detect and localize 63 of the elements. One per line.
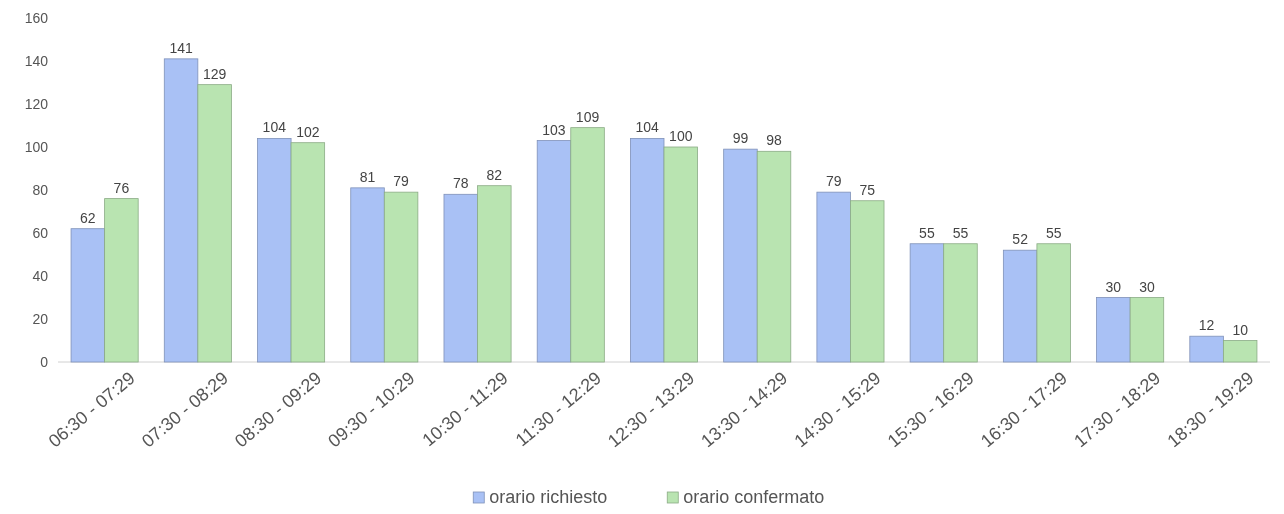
bar: [1036, 243, 1071, 363]
y-tick-label: 0: [40, 354, 49, 370]
y-tick-label: 80: [32, 182, 49, 198]
bar: [383, 191, 419, 363]
bar: [443, 193, 478, 363]
bar: [257, 138, 292, 363]
data-label: 30: [1139, 278, 1155, 295]
bar: [663, 146, 698, 363]
bar: [70, 228, 106, 363]
bar: [1129, 297, 1165, 363]
bar: [350, 187, 385, 363]
bar: [850, 200, 885, 363]
bar: [723, 148, 758, 363]
legend-label: orario richiesto: [489, 487, 608, 507]
data-label: 104: [262, 119, 287, 136]
data-label: 76: [113, 179, 130, 196]
bar: [1002, 249, 1038, 363]
bar: [756, 150, 792, 363]
bar: [570, 127, 605, 363]
data-label: 55: [919, 224, 935, 241]
data-label: 141: [169, 39, 193, 56]
data-label: 62: [80, 209, 96, 226]
data-label: 30: [1105, 278, 1122, 295]
y-tick-label: 20: [32, 311, 49, 327]
bar: [104, 198, 139, 363]
y-tick-label: 40: [32, 268, 49, 284]
data-label: 99: [732, 130, 749, 147]
bar: [816, 191, 851, 363]
data-label: 75: [859, 181, 876, 198]
data-label: 78: [452, 175, 469, 192]
bar: [1222, 340, 1258, 363]
data-label: 81: [359, 168, 376, 185]
data-label: 55: [952, 224, 969, 241]
y-tick-label: 140: [24, 53, 49, 69]
data-label: 55: [1045, 224, 1062, 241]
data-label: 100: [669, 128, 693, 144]
data-label: 12: [1198, 317, 1215, 334]
y-tick-label: 60: [32, 225, 49, 241]
bar: [290, 142, 326, 363]
y-tick-label: 120: [24, 96, 49, 112]
data-label: 98: [766, 132, 783, 149]
data-label: 104: [635, 119, 660, 136]
data-label: 79: [825, 173, 842, 190]
bar: [943, 243, 978, 363]
bar: [909, 243, 945, 363]
bar: [1189, 335, 1224, 363]
bar: [197, 84, 232, 363]
bar: [1096, 297, 1131, 363]
bar: [536, 140, 572, 363]
data-label: 79: [393, 173, 410, 190]
data-label: 109: [575, 108, 600, 125]
data-label: 129: [202, 65, 227, 82]
bar: [630, 138, 665, 363]
bar: [163, 58, 199, 363]
y-tick-label: 160: [24, 10, 49, 26]
y-tick-label: 100: [24, 139, 49, 155]
data-label: 103: [542, 121, 566, 138]
data-label: 10: [1232, 321, 1249, 338]
bar: [477, 185, 512, 363]
data-label: 102: [296, 123, 320, 140]
data-label: 52: [1012, 231, 1029, 248]
legend-label: orario confermato: [683, 487, 825, 507]
data-label: 82: [486, 166, 503, 183]
